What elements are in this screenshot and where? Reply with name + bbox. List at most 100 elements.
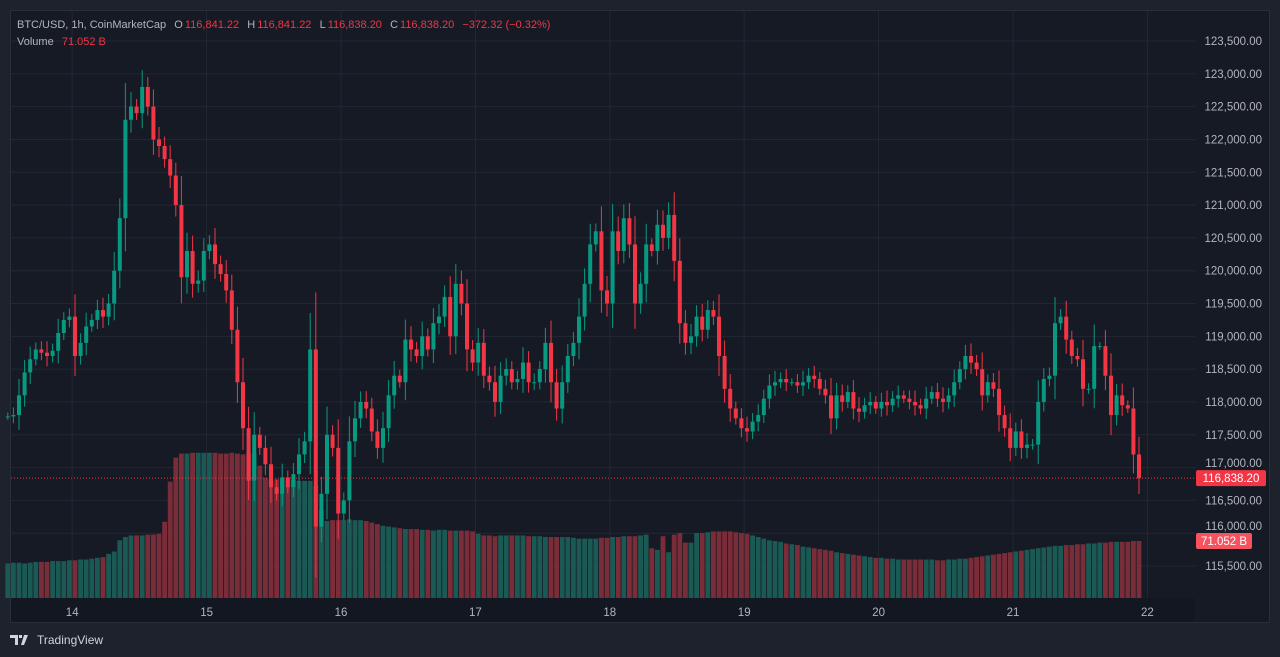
- candle-body: [1064, 316, 1069, 340]
- volume-bar: [235, 453, 240, 598]
- tradingview-icon: [10, 635, 28, 645]
- volume-bar: [95, 557, 100, 598]
- candle-body: [705, 310, 710, 330]
- volume-bar: [951, 559, 957, 598]
- time-tick-label: 19: [738, 607, 751, 619]
- volume-bar: [979, 556, 985, 598]
- volume-bar: [576, 538, 582, 598]
- volume-bar: [55, 561, 61, 598]
- volume-bar: [1086, 543, 1091, 598]
- volume-bar: [705, 532, 711, 598]
- volume-bar: [352, 520, 358, 598]
- price-axis-labels[interactable]: 115,500.00 116,000.00 116,500.00 117,000.00…: [1204, 36, 1262, 573]
- volume-bar: [453, 530, 459, 598]
- candle-body: [924, 398, 929, 409]
- volume-bar: [341, 520, 347, 598]
- volume-bar: [711, 531, 716, 598]
- svg-text:116,838.20: 116,838.20: [1203, 473, 1260, 485]
- candle-body: [963, 356, 968, 370]
- volume-bar: [100, 557, 106, 598]
- candle-body: [829, 395, 833, 419]
- volume-bar: [470, 531, 475, 598]
- volume-bar: [78, 559, 83, 598]
- volume-bar: [935, 560, 940, 598]
- candle-body: [420, 336, 425, 356]
- candle-body: [330, 434, 335, 448]
- volume-bar: [274, 479, 279, 598]
- candle-body: [263, 447, 268, 465]
- volume-bar: [436, 529, 442, 598]
- volume-bar: [677, 533, 683, 598]
- candle-body: [1092, 346, 1097, 389]
- price-tick-label: 120,000.00: [1204, 266, 1262, 278]
- symbol-title[interactable]: BTC/USD, 1h, CoinMarketCap: [17, 19, 167, 31]
- candle-body: [123, 119, 128, 219]
- volume-bar: [503, 535, 509, 598]
- candle-body: [969, 356, 973, 363]
- price-tick-label: 120,500.00: [1204, 233, 1262, 245]
- volume-bar: [537, 536, 543, 598]
- candle-body: [392, 375, 397, 396]
- candle-body: [722, 356, 727, 389]
- candle-body: [185, 251, 189, 278]
- volume-bar: [408, 529, 414, 598]
- candle-body: [95, 310, 100, 320]
- volume-bar: [369, 522, 375, 598]
- volume-bar: [991, 554, 996, 598]
- open-label: O: [174, 19, 183, 31]
- candle-body: [168, 159, 173, 176]
- volume-bar: [487, 535, 492, 598]
- candle-body: [621, 218, 626, 251]
- candle-body: [498, 375, 503, 402]
- volume-bar: [1103, 542, 1108, 598]
- volume-bar: [106, 553, 111, 598]
- candle-body: [560, 382, 565, 409]
- candle-body: [504, 369, 509, 376]
- candle-body: [201, 251, 206, 281]
- tradingview-logo[interactable]: TradingView: [10, 633, 103, 647]
- candle-body: [28, 359, 33, 373]
- candle-body: [1075, 356, 1080, 360]
- volume-bar: [1019, 550, 1024, 598]
- candle-body: [207, 244, 212, 251]
- volume-bar: [307, 480, 313, 598]
- volume-bar: [139, 535, 145, 598]
- chart-legend: BTC/USD, 1h, CoinMarketCap O 116,841.22 H…: [17, 17, 552, 51]
- volume-bar: [246, 453, 251, 598]
- candle-body: [750, 421, 755, 432]
- candle-body: [857, 408, 861, 412]
- candle-body: [257, 434, 262, 448]
- volume-bar: [33, 561, 39, 598]
- volume-bar: [111, 551, 117, 598]
- candle-body: [17, 395, 21, 416]
- candle-body: [593, 231, 598, 245]
- volume-bar: [957, 558, 963, 598]
- candle-body: [907, 398, 912, 402]
- candle-body: [1053, 323, 1057, 376]
- volume-bar: [520, 535, 526, 598]
- price-tick-label: 123,000.00: [1204, 69, 1262, 81]
- volume-bar: [879, 557, 884, 598]
- volume-bar: [806, 547, 811, 598]
- volume-bar: [543, 537, 548, 598]
- volume-bar: [610, 537, 615, 598]
- volume-bar: [1091, 543, 1097, 598]
- volume-bar: [498, 535, 503, 598]
- candle-body: [840, 395, 845, 402]
- candle-body: [582, 283, 587, 317]
- candle-body: [1109, 375, 1113, 416]
- volume-bar: [604, 537, 610, 598]
- volume-bar: [419, 529, 425, 598]
- volume-bar: [890, 558, 895, 598]
- candle-body: [509, 369, 514, 383]
- time-axis[interactable]: [11, 598, 1195, 622]
- candle-body: [773, 382, 777, 386]
- candle-body: [862, 405, 867, 412]
- volume-bar: [1063, 545, 1069, 598]
- time-tick-label: 18: [603, 607, 616, 619]
- volume-bar: [291, 480, 296, 598]
- candle-body: [157, 139, 161, 146]
- volume-bar: [817, 549, 823, 598]
- candle-body: [655, 224, 660, 251]
